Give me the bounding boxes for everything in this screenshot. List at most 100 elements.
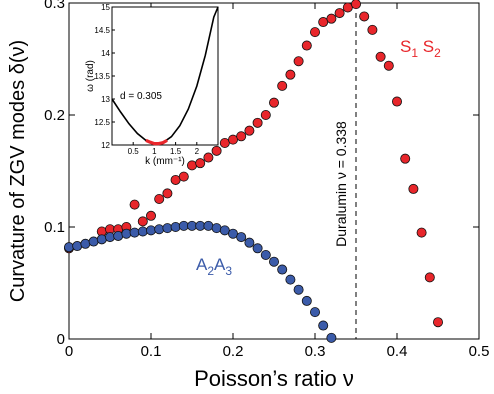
s1s2-point xyxy=(383,60,394,71)
a2a3-point xyxy=(236,232,247,243)
a2a3-point xyxy=(105,232,116,243)
s1s2-point xyxy=(162,188,173,199)
s1s2-point xyxy=(301,40,312,51)
a2a3-label-sub1: 2 xyxy=(207,264,214,278)
a2a3-label-mid: A xyxy=(214,255,226,274)
inset-minimum-highlight xyxy=(145,138,168,146)
y-tick-label: 0.2 xyxy=(44,107,65,124)
s1s2-point xyxy=(154,193,165,204)
y-axis-ticks: 0 0.1 0.2 0.3 xyxy=(44,0,479,348)
a2a3-point xyxy=(88,236,99,247)
a2a3-point xyxy=(318,320,329,331)
s1s2-label-sub2: 2 xyxy=(434,46,441,60)
a2a3-point xyxy=(260,249,271,260)
s1s2-point xyxy=(408,183,419,194)
s1s2-point xyxy=(334,8,345,19)
inset-y-tick-label: 13 xyxy=(101,95,110,104)
s1s2-point xyxy=(178,171,189,182)
a2a3-point xyxy=(211,223,222,234)
a2a3-point xyxy=(285,274,296,285)
x-tick-label: 0.5 xyxy=(469,343,490,360)
a2a3-point xyxy=(170,221,181,232)
a2a3-point xyxy=(293,284,304,295)
inset-x-tick-label: 1.5 xyxy=(170,147,182,156)
inset-x-ticks: 0.5 1 1.5 2 xyxy=(128,142,200,156)
inset-y-tick-label: 12.5 xyxy=(94,118,110,127)
plot-frame xyxy=(68,2,480,340)
s1s2-point xyxy=(326,13,337,24)
a2a3-point xyxy=(121,228,132,239)
inset-x-tick-label: 2 xyxy=(195,147,200,156)
series-label-s1s2: S1 S2 xyxy=(400,37,441,60)
s1s2-point xyxy=(129,199,140,210)
y-tick-label: 0.1 xyxy=(44,219,65,236)
a2a3-point xyxy=(268,256,279,267)
a2a3-point xyxy=(137,226,148,237)
s1s2-point xyxy=(359,11,370,22)
series-layer xyxy=(64,0,443,343)
a2a3-point xyxy=(64,242,75,253)
a2a3-point xyxy=(145,225,156,236)
a2a3-point xyxy=(326,332,337,343)
inset-x-tick-label: 0.5 xyxy=(128,147,140,156)
s1s2-point xyxy=(375,51,386,62)
inset-note: d = 0.305 xyxy=(120,91,162,102)
s1s2-point xyxy=(367,24,378,35)
a2a3-label-main: A xyxy=(196,255,208,274)
a2a3-point xyxy=(252,243,263,254)
s1s2-point xyxy=(252,117,263,128)
s1s2-point xyxy=(391,96,402,107)
x-tick-label: 0.4 xyxy=(387,343,408,360)
s1s2-point xyxy=(424,272,435,283)
x-axis-title: Poisson’s ratio ν xyxy=(194,366,354,391)
s1s2-point xyxy=(277,80,288,91)
x-tick-label: 0 xyxy=(65,343,73,360)
s1s2-point xyxy=(416,227,427,238)
inset-y-tick-label: 14 xyxy=(101,49,110,58)
s1s2-point xyxy=(293,56,304,67)
x-tick-label: 0.3 xyxy=(305,343,326,360)
y-tick-label: 0 xyxy=(57,331,65,348)
s1s2-point xyxy=(186,160,197,171)
a2a3-point xyxy=(162,223,173,234)
a2a3-point xyxy=(129,227,140,238)
s1s2-point xyxy=(432,317,443,328)
x-tick-label: 0.2 xyxy=(223,343,244,360)
inset-y-title: ω (rad) xyxy=(85,60,96,92)
s1s2-label-mid: S xyxy=(418,37,434,56)
s1s2-label-main: S xyxy=(400,37,411,56)
inset-dispersion-curve xyxy=(111,6,219,145)
inset-y-tick-label: 15 xyxy=(101,3,110,12)
s1s2-point xyxy=(351,0,361,10)
inset-y-tick-label: 14.5 xyxy=(94,26,110,35)
inset-x-title: k (mm⁻¹) xyxy=(145,156,185,167)
s1s2-point xyxy=(137,216,148,227)
a2a3-point xyxy=(203,220,214,231)
a2a3-point xyxy=(80,238,91,249)
s1s2-point xyxy=(203,152,214,163)
a2a3-point xyxy=(96,234,107,245)
inset-y-tick-label: 13.5 xyxy=(94,72,110,81)
a2a3-point xyxy=(113,230,124,241)
duralumin-label: Duralumin ν = 0.338 xyxy=(333,121,349,247)
a2a3-point xyxy=(309,307,320,318)
s1s2-point xyxy=(309,27,320,38)
y-axis-title: Curvature of ZGV modes δ(ν) xyxy=(7,40,29,302)
x-axis-ticks: 0 0.1 0.2 0.3 0.4 0.5 xyxy=(65,3,490,360)
a2a3-point xyxy=(72,241,83,252)
s1s2-point xyxy=(145,210,156,221)
series-label-a2a3: A2A3 xyxy=(196,255,232,278)
a2a3-point xyxy=(277,264,288,275)
a2a3-point xyxy=(301,295,312,306)
inset-frame xyxy=(111,6,219,146)
s1s2-point xyxy=(260,110,271,121)
x-tick-label: 0.1 xyxy=(141,343,162,360)
s1s2-point xyxy=(244,125,255,136)
s1s2-label-sub1: 1 xyxy=(411,46,418,60)
inset-y-tick-label: 12 xyxy=(101,141,110,150)
y-tick-label: 0.3 xyxy=(44,0,65,12)
s1s2-point xyxy=(195,158,206,169)
s1s2-point xyxy=(236,131,247,142)
